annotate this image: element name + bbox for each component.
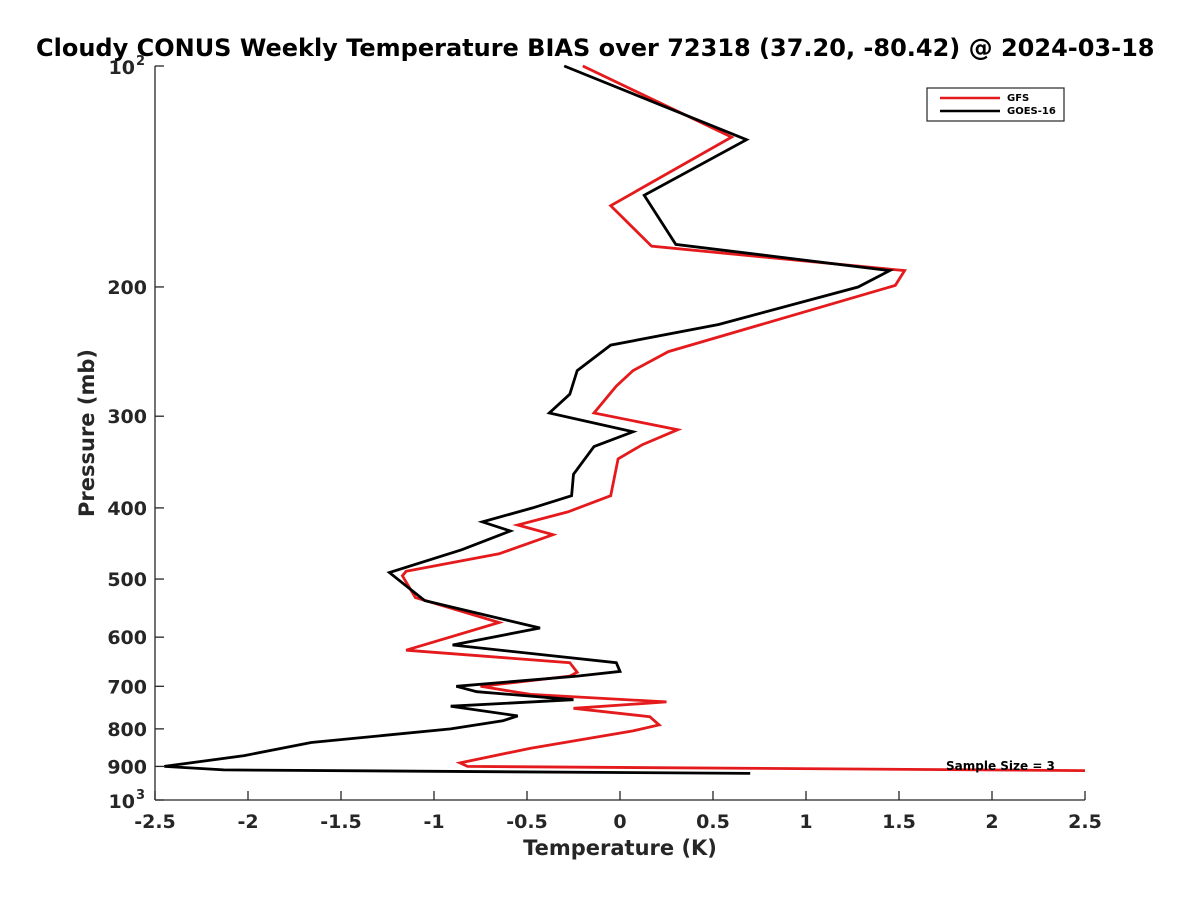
x-tick-label: 1 (799, 811, 812, 833)
y-tick-label: 300 (107, 406, 147, 428)
x-tick-label: -2 (237, 811, 258, 833)
y-tick-label: 200 (107, 277, 147, 299)
y-tick-label: 800 (107, 719, 147, 741)
legend-label-goes16: GOES-16 (1007, 106, 1056, 117)
axis-layer (154, 66, 1085, 801)
legend-label-gfs: GFS (1007, 93, 1029, 104)
chart-title: Cloudy CONUS Weekly Temperature BIAS ove… (36, 34, 1154, 62)
x-tick-label: -1 (423, 811, 444, 833)
legend-box (926, 87, 1065, 122)
y-decade-tick-exponent: 3 (136, 788, 145, 803)
y-tick-label: 500 (107, 569, 147, 591)
tick-layer: -2.5 -2 -1.5 -1 -0.5 0 0.5 1 1.5 2 2.5 200 300 400 500… (107, 54, 1102, 833)
y-tick-label: 400 (107, 498, 147, 520)
series-layer (164, 64, 1086, 775)
x-tick-label: 0 (613, 811, 626, 833)
x-tick-label: 2.5 (1068, 811, 1102, 833)
x-tick-label: -1.5 (320, 811, 362, 833)
plot-area (155, 66, 1085, 800)
y-decade-tick-exponent: 2 (136, 54, 145, 69)
x-tick-label: 2 (985, 811, 998, 833)
y-decade-tick-label: 10 (109, 57, 135, 79)
y-axis-label: Pressure (mb) (75, 349, 99, 517)
series-line-gfs (400, 64, 1086, 772)
y-tick-label: 600 (107, 627, 147, 649)
y-tick-label: 900 (107, 756, 147, 778)
x-tick-label: 1.5 (882, 811, 916, 833)
x-tick-label: 0.5 (696, 811, 730, 833)
series-line-goes16 (164, 64, 895, 775)
legend: GFS GOES-16 (926, 87, 1065, 122)
x-tick-label: -0.5 (506, 811, 548, 833)
x-axis-label: Temperature (K) (523, 836, 717, 860)
x-tick-label: -2.5 (134, 811, 176, 833)
y-tick-label: 700 (107, 676, 147, 698)
sample-size-annotation: Sample Size = 3 (946, 759, 1055, 773)
y-decade-tick-label: 10 (109, 791, 135, 813)
